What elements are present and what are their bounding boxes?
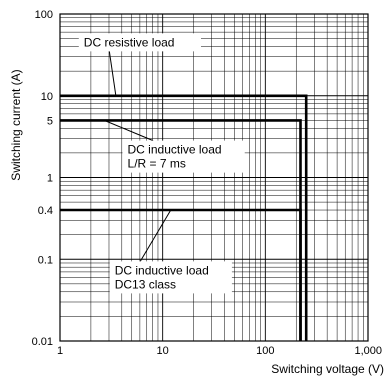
y-tick-label: 100 — [35, 9, 53, 21]
y-tick-label: 0.4 — [38, 205, 53, 217]
y-tick-label: 10 — [41, 91, 53, 103]
annotation-box — [122, 140, 245, 173]
y-tick-label: 1 — [47, 173, 53, 185]
annotation-leader — [104, 119, 154, 142]
series-line-0 — [60, 94, 308, 341]
plot-frame — [59, 13, 369, 342]
annotation-box — [78, 33, 201, 52]
tick-labels: 1 10 100 1,000 0.01 0.1 0.4 1 5 10 100 — [32, 9, 382, 357]
y-tick-label: 0.1 — [38, 254, 53, 266]
series-lines — [60, 94, 308, 341]
annotation-text: DC inductive load — [128, 143, 222, 157]
annotation-leader — [139, 209, 172, 262]
x-tick-label: 10 — [157, 345, 169, 357]
grid-lines — [60, 14, 368, 341]
annotation-text: DC inductive load — [115, 263, 209, 277]
y-tick-label: 0.01 — [32, 336, 53, 348]
x-axis-label: Switching voltage (V) — [271, 362, 384, 376]
annotation-text: DC13 class — [115, 277, 176, 291]
annotation-leader — [108, 51, 117, 96]
annotation-0: DC resistive load — [78, 33, 201, 96]
annotation-box — [109, 261, 232, 294]
x-tick-label: 1 — [57, 345, 63, 357]
y-tick-label: 5 — [47, 115, 53, 127]
annotation-text: L/R = 7 ms — [128, 157, 186, 171]
y-axis-label: Switching current (A) — [9, 69, 23, 180]
annotation-text: DC resistive load — [84, 35, 175, 49]
series-line-2 — [60, 208, 302, 341]
x-tick-label: 100 — [256, 345, 274, 357]
x-tick-label: 1,000 — [354, 345, 382, 357]
